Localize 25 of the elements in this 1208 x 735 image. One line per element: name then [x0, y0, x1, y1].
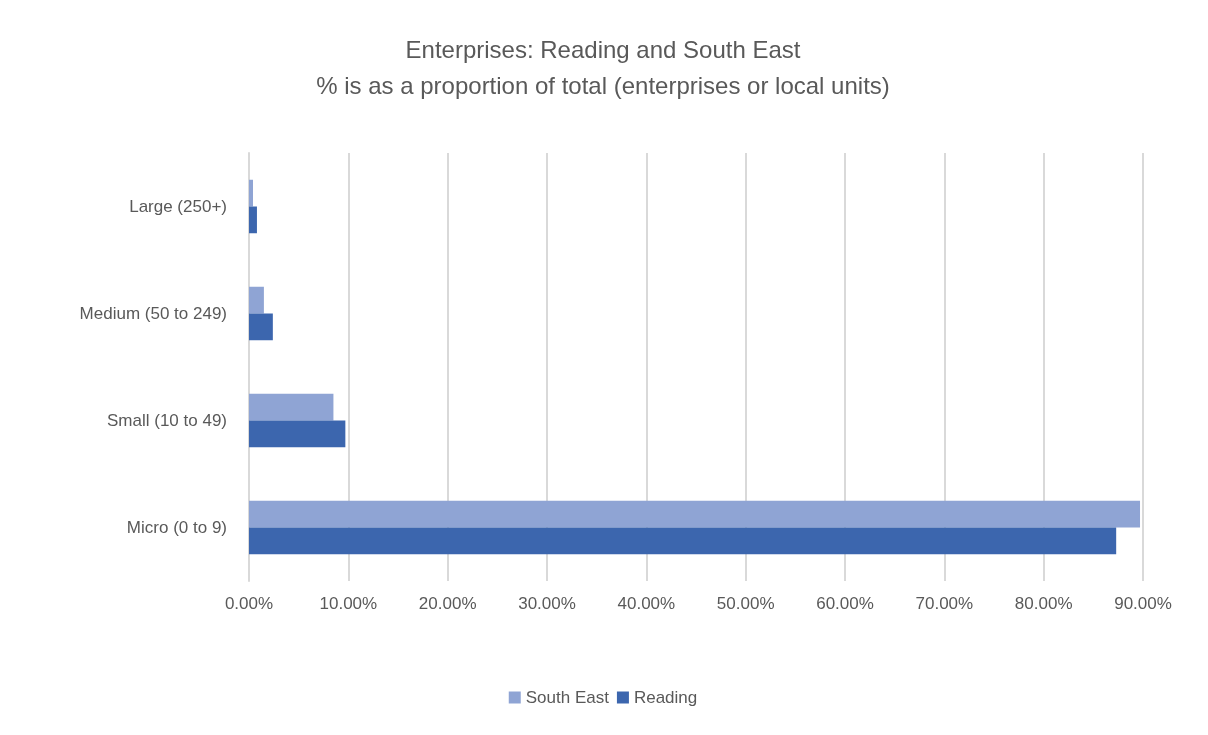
- x-tick-label: 10.00%: [319, 594, 378, 613]
- bar: [249, 286, 264, 314]
- bar: [249, 179, 253, 207]
- x-tick-label: 40.00%: [617, 594, 676, 613]
- y-tick-label: Micro (0 to 9): [126, 518, 227, 537]
- bar: [249, 206, 257, 234]
- bar: [249, 527, 1117, 555]
- bar: [249, 393, 334, 421]
- x-tick-label: 0.00%: [224, 594, 274, 613]
- bar: [249, 420, 346, 448]
- x-tick-label: 30.00%: [518, 594, 576, 613]
- x-tick-label: 70.00%: [915, 594, 974, 613]
- x-tick-label: 50.00%: [716, 594, 775, 613]
- x-tick-label: 20.00%: [418, 594, 477, 613]
- legend-label: Reading: [633, 688, 698, 707]
- y-tick-label: Large (250+): [129, 197, 227, 216]
- bar: [249, 500, 1141, 528]
- bar: [249, 313, 273, 341]
- chart-title: Enterprises: Reading and South East % is as a proportion of total (enterprises or local units): [316, 35, 890, 99]
- x-tick-label: 90.00%: [1114, 594, 1172, 613]
- legend-label: South East: [525, 688, 610, 707]
- y-tick-label: Medium (50 to 249): [79, 304, 227, 323]
- y-tick-label: Small (10 to 49): [107, 411, 227, 430]
- x-tick-label: 80.00%: [1014, 594, 1073, 613]
- x-tick-label: 60.00%: [816, 594, 874, 613]
